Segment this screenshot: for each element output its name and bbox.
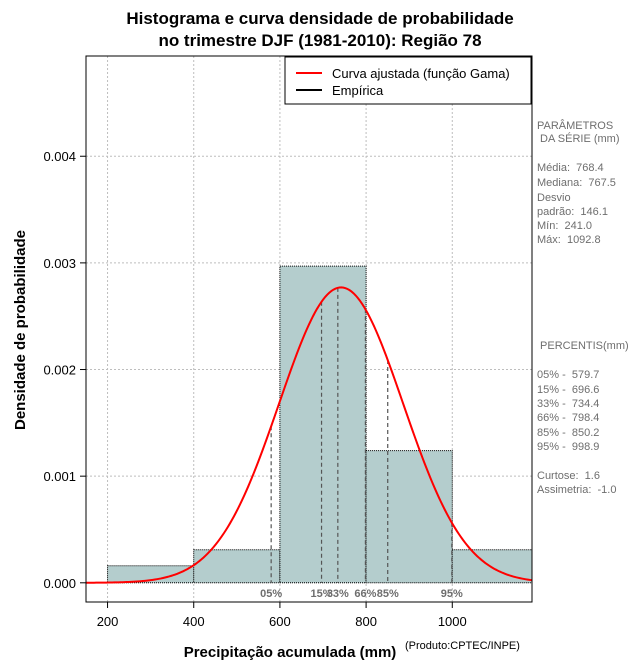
percentile-marker-label: 95% — [441, 588, 463, 600]
histogram-bar — [279, 265, 367, 584]
credit-text: (Produto:CPTEC/INPE) — [405, 640, 520, 652]
percentile-line: 15% - 696.6 — [537, 384, 600, 396]
percentile-marker-label: 33% — [327, 588, 349, 600]
percentile-line: 33% - 734.4 — [537, 398, 600, 410]
x-tick-label: 800 — [355, 614, 377, 629]
y-tick-label: 0.000 — [43, 576, 76, 591]
percentile-marker-label: 15% — [311, 588, 333, 600]
axes-layer: 200 400 600 800 1000 0.000 0.001 0.002 0.003 0.00… — [43, 149, 466, 629]
y-tick-label: 0.003 — [43, 256, 76, 271]
x-tick-label: 400 — [183, 614, 205, 629]
bars-layer — [107, 265, 533, 584]
x-tick-label: 600 — [269, 614, 291, 629]
kurtosis-line: Curtose: 1.6 — [537, 470, 600, 482]
chart-title-line-2: no trimestre DJF (1981-2010): Região 78 — [158, 31, 482, 50]
percentile-line: 66% - 798.4 — [537, 412, 600, 424]
stats-panel-title-1: PARÂMETROS — [537, 120, 614, 132]
stats-line: padrão: 146.1 — [537, 206, 608, 218]
legend-label-fitted: Curva ajustada (função Gama) — [332, 66, 510, 81]
legend-label-empirical: Empírica — [332, 83, 384, 98]
percentile-marker-label: 66% — [354, 588, 376, 600]
legend-box — [284, 56, 532, 105]
plot-frame — [85, 55, 533, 603]
y-tick-label: 0.001 — [43, 469, 76, 484]
stats-line: Mín: 241.0 — [537, 220, 593, 232]
y-axis-label: Densidade de probabilidade — [12, 230, 29, 430]
x-tick-label: 200 — [97, 614, 119, 629]
percentile-line: 05% - 579.7 — [537, 369, 600, 381]
skewness-line: Assimetria: -1.0 — [537, 484, 617, 496]
stats-line: Desvio — [537, 192, 571, 204]
chart-title-line-1: Histograma e curva densidade de probabil… — [126, 9, 514, 28]
histogram-bar — [365, 450, 453, 584]
stats-line: Máx: 1092.8 — [537, 234, 601, 246]
y-tick-label: 0.004 — [43, 149, 76, 164]
percentile-marker-label: 85% — [377, 588, 399, 600]
stats-panel-title-2: DA SÉRIE (mm) — [537, 133, 620, 145]
x-tick-label: 1000 — [438, 614, 467, 629]
percentile-panel-title: PERCENTIS(mm) — [537, 340, 629, 352]
percentile-line: 95% - 998.9 — [537, 441, 600, 453]
legend: Curva ajustada (função Gama) Empírica — [284, 56, 532, 105]
percentile-markers-layer: 05% 15%33% 66% 85% 95% — [260, 287, 463, 600]
stats-line: Média: 768.4 — [537, 162, 604, 174]
y-tick-label: 0.002 — [43, 363, 76, 378]
histogram-bar — [193, 549, 281, 584]
x-axis-label: Precipitação acumulada (mm) — [184, 644, 397, 660]
percentile-line: 85% - 850.2 — [537, 427, 600, 439]
stats-line: Mediana: 767.5 — [537, 177, 616, 189]
percentile-marker-label: 05% — [260, 588, 282, 600]
fitted-gamma-curve — [85, 286, 533, 584]
